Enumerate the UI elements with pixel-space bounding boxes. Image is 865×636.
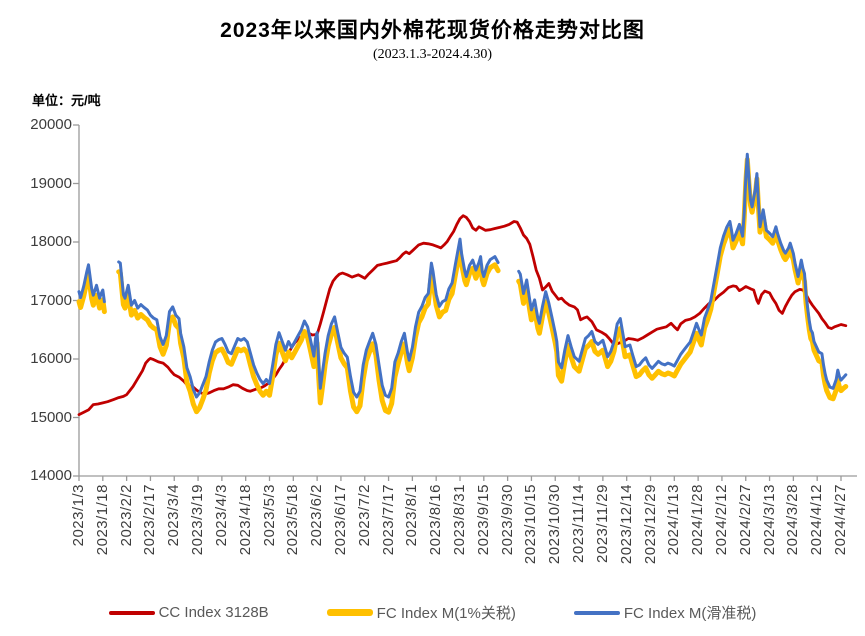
- x-tick-label: 2024/4/12: [808, 484, 826, 556]
- y-tick-label: 16000: [30, 350, 72, 367]
- x-tick-label: 2023/5/18: [284, 484, 302, 556]
- series-line-FC Index M(1%关税): [516, 157, 849, 402]
- x-tick-label: 2023/11/29: [593, 484, 611, 563]
- legend-swatch: [108, 610, 155, 615]
- x-tick-label: 2023/1/18: [93, 484, 111, 556]
- series-line-FC Index M(1%关税): [116, 247, 501, 415]
- x-tick-label: 2023/12/14: [617, 484, 635, 565]
- legend-item: CC Index 3128B: [108, 604, 269, 621]
- x-tick-label: 2023/4/18: [236, 484, 254, 556]
- x-tick-label: 2023/8/16: [427, 484, 445, 556]
- series-line-FC Index M(滑准税): [517, 152, 848, 390]
- x-tick-label: 2023/7/2: [355, 484, 373, 547]
- x-tick-label: 2023/3/4: [165, 484, 183, 547]
- x-tick-label: 2024/2/12: [712, 484, 730, 556]
- x-tick-label: 2023/10/30: [546, 484, 564, 565]
- legend-label: FC Index M(滑准税): [623, 605, 757, 622]
- y-tick-label: 17000: [30, 291, 72, 309]
- series-line-FC Index M(滑准税): [77, 263, 106, 304]
- x-tick-label: 2023/3/19: [189, 484, 207, 556]
- y-tick-label: 14000: [30, 467, 72, 484]
- x-tick-label: 2023/8/1: [403, 484, 421, 547]
- x-tick-label: 2024/2/27: [736, 484, 754, 556]
- y-tick-label: 15000: [30, 408, 72, 426]
- x-tick-label: 2023/12/29: [641, 484, 659, 565]
- x-tick-label: 2023/6/17: [331, 484, 349, 556]
- x-tick-label: 2023/2/2: [117, 484, 135, 547]
- x-tick-label: 2023/8/31: [451, 484, 468, 556]
- x-tick-label: 2023/11/14: [570, 484, 588, 563]
- x-tick-label: 2024/3/13: [760, 484, 778, 556]
- chart-subtitle: (2023.1.3-2024.4.30): [373, 47, 492, 62]
- x-tick-label: 2023/9/30: [498, 484, 516, 556]
- x-tick-label: 2024/4/27: [832, 484, 849, 556]
- x-tick-label: 2023/6/2: [308, 484, 326, 547]
- x-tick-label: 2023/2/17: [141, 484, 159, 556]
- x-tick-label: 2024/3/28: [784, 484, 802, 556]
- chart-title: 2023年以来国内外棉花现货价格走势对比图: [220, 19, 645, 42]
- x-tick-label: 2023/9/15: [474, 484, 492, 556]
- y-tick-label: 19000: [30, 174, 72, 192]
- x-tick-label: 2023/5/3: [260, 484, 278, 547]
- x-tick-label: 2023/10/15: [522, 484, 540, 565]
- y-tick-label: 20000: [30, 116, 72, 133]
- series-line-FC Index M(1%关税): [76, 272, 107, 315]
- x-tick-label: 2023/1/3: [70, 484, 87, 547]
- x-tick-label: 2023/7/17: [379, 484, 397, 556]
- y-tick-label: 18000: [30, 233, 72, 250]
- legend-label: CC Index 3128B: [158, 604, 269, 621]
- legend-swatch: [326, 609, 373, 616]
- legend-item: FC Index M(滑准税): [573, 602, 757, 623]
- x-tick-label: 2024/1/28: [689, 484, 707, 556]
- series-line-FC Index M(滑准税): [117, 237, 500, 399]
- x-tick-label: 2024/1/13: [665, 484, 683, 556]
- legend-swatch: [573, 610, 620, 615]
- legend-label: FC Index M(1%关税): [376, 605, 516, 622]
- x-tick-label: 2023/4/3: [212, 484, 230, 547]
- y-axis-unit-label: 单位：元/吨: [32, 93, 101, 108]
- legend-item: FC Index M(1%关税): [326, 602, 516, 623]
- series-line-CC Index 3128B: [77, 214, 848, 416]
- legend: CC Index 3128B FC Index M(1%关税) FC Index M…: [0, 602, 865, 623]
